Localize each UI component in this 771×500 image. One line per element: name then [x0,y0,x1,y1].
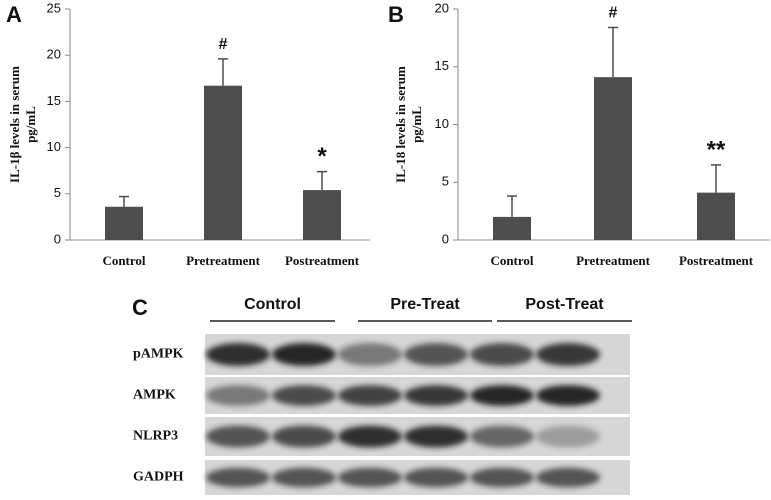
x-tick-label: Postreatment [679,253,754,268]
y-axis-label: pg/mL [409,106,424,143]
x-tick-label: Pretreatment [576,253,651,268]
y-tick-label: 15 [47,93,61,108]
y-tick-label: 5 [54,185,61,200]
blot-band [206,425,270,448]
x-tick-label: Control [102,253,145,268]
annotation: ** [707,136,726,163]
blot-band [206,343,270,366]
y-axis-label: IL-18 levels in serum [393,66,408,183]
annotation: * [317,143,327,170]
y-tick-label: 5 [442,174,449,189]
blot-band [470,425,534,448]
blot-band [338,425,402,448]
y-tick-label: 0 [442,231,449,246]
bar [303,190,341,240]
blot-band [404,385,468,406]
annotation: # [609,5,618,22]
blot-band [338,467,402,488]
row-label: GADPH [133,470,184,485]
bar [493,216,531,240]
y-tick-label: 10 [47,139,61,154]
blot-band [404,343,468,366]
blot-band [272,425,336,448]
blot-band [338,385,402,406]
blot-band [272,343,336,366]
blot-band [470,343,534,366]
group-label: Control [244,296,301,313]
blot-band [536,425,600,448]
group-label: Pre-Treat [390,296,460,313]
y-tick-label: 0 [54,231,61,246]
panel-label: A [6,2,22,27]
blot-band [404,425,468,448]
x-tick-label: Pretreatment [186,253,261,268]
blot-band [206,467,270,488]
blot-band [206,385,270,406]
panel-label: C [132,295,148,320]
bar [697,192,735,240]
blot-band [338,343,402,366]
row-label: pAMPK [133,347,184,362]
blot-band [470,385,534,406]
blot-band [272,467,336,488]
x-tick-label: Postreatment [285,253,360,268]
blot-band [404,467,468,488]
y-tick-label: 20 [435,0,449,15]
group-label: Post-Treat [525,296,604,313]
y-axis-label: IL-1β levels in serum [7,66,22,183]
bar [594,77,632,241]
y-tick-label: 25 [47,0,61,15]
y-axis-label: pg/mL [23,106,38,143]
blot-band [536,467,600,488]
y-tick-label: 10 [435,116,449,131]
panel-label: B [388,2,404,27]
bar [204,85,242,240]
bar [105,206,143,240]
y-tick-label: 20 [47,47,61,62]
x-tick-label: Control [490,253,533,268]
blot-band [536,343,600,366]
annotation: # [219,36,228,53]
row-label: AMPK [133,388,176,403]
blot-band [470,467,534,488]
row-label: NLRP3 [133,429,178,444]
blot-band [272,385,336,406]
blot-band [536,385,600,406]
y-tick-label: 15 [435,58,449,73]
